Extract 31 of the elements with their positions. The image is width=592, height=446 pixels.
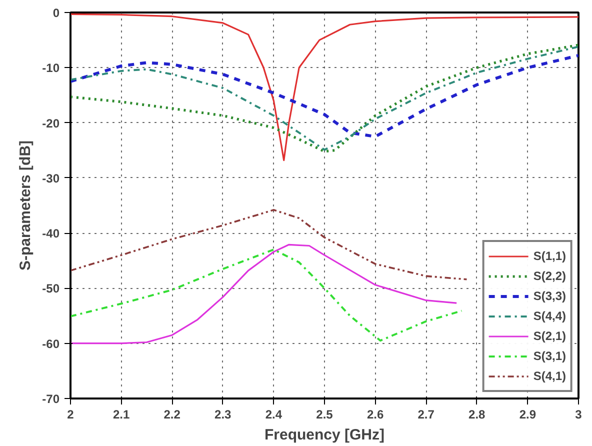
- x-tick-label: 2.1: [112, 408, 130, 422]
- x-tick-label: 2.8: [468, 408, 486, 422]
- y-tick-label: -10: [42, 61, 60, 76]
- y-tick-label: -70: [42, 392, 60, 406]
- legend-label: S(3,3): [533, 289, 566, 303]
- legend-label: S(4,1): [533, 369, 566, 383]
- legend-label: S(4,4): [533, 309, 566, 323]
- x-tick-label: 2.9: [519, 408, 536, 422]
- x-tick-label: 2.5: [316, 408, 334, 422]
- legend-label: S(2,2): [533, 269, 566, 283]
- x-tick-label: 3: [575, 408, 582, 422]
- x-tick-label: 2.4: [265, 408, 282, 422]
- y-tick-label: -40: [42, 226, 60, 241]
- x-tick-label: 2.7: [418, 408, 435, 422]
- line-series: [70, 54, 578, 138]
- legend-label: S(2,1): [533, 329, 566, 343]
- x-tick-label: 2.6: [366, 408, 384, 422]
- x-tick-label: 2.2: [164, 408, 181, 422]
- legend-label: S(3,1): [533, 349, 566, 363]
- line-series: [70, 209, 468, 280]
- line-series: [70, 13, 578, 162]
- x-tick-label: 2.3: [214, 408, 232, 422]
- y-tick-label: -30: [42, 171, 60, 186]
- legend-label: S(1,1): [533, 249, 566, 263]
- y-tick-label: 0: [52, 6, 60, 20]
- x-axis-title: Frequency [GHz]: [264, 426, 385, 444]
- y-tick-label: -50: [42, 282, 60, 296]
- y-tick-label: -20: [42, 116, 60, 130]
- y-axis-title: S-parameters [dB]: [17, 140, 34, 271]
- y-tick-label: -60: [42, 336, 60, 351]
- x-tick-label: 2: [67, 408, 74, 422]
